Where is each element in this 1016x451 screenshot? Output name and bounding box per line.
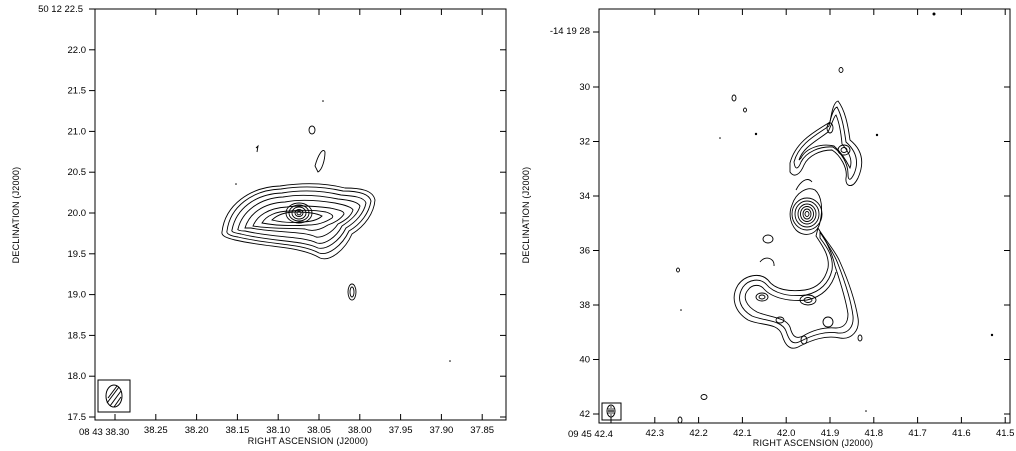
y-tick-label: 18.0 [68, 371, 87, 382]
x-tick-label: 41.8 [865, 428, 884, 439]
x-tick-label: 38.25 [144, 425, 168, 436]
left-beam-indicator [97, 379, 131, 413]
y-tick-label: 21.5 [68, 86, 87, 97]
y-tick-label: 32 [579, 137, 590, 148]
left-x-axis-title: RIGHT ASCENSION (J2000) [248, 436, 368, 446]
y-tick-label: 17.5 [68, 412, 87, 423]
x-tick-label: 42.2 [689, 428, 708, 439]
panel-right-contour-map: RIGHT ASCENSION (J2000) DECLINATION (J20… [521, 8, 1015, 448]
left-contours [221, 100, 451, 362]
right-contours [676, 12, 994, 424]
y-tick-label: 21.0 [68, 126, 87, 137]
x-tick-label: 37.95 [389, 425, 413, 436]
right-x-axis-title: RIGHT ASCENSION (J2000) [753, 438, 873, 448]
left-y-first-tick-label: 50 12 22.5 [38, 4, 83, 15]
x-tick-label: 38.10 [266, 425, 290, 436]
y-tick-label: 22.0 [68, 45, 87, 56]
x-tick-label: 41.7 [908, 428, 927, 439]
y-tick-label: 34 [579, 191, 590, 202]
panel-left-contour-map: RIGHT ASCENSION (J2000) DECLINATION (J20… [11, 4, 507, 446]
y-tick-label: 19.5 [68, 249, 87, 260]
y-tick-label: 19.0 [68, 290, 87, 301]
left-x-first-tick-label: 08 43 38.30 [79, 427, 129, 438]
right-y-axis-title: DECLINATION (J2000) [521, 167, 531, 264]
y-tick-label: 20.5 [68, 167, 87, 178]
x-tick-label: 41.6 [952, 428, 971, 439]
x-tick-label: 41.5 [996, 428, 1015, 439]
x-tick-label: 37.85 [470, 425, 494, 436]
y-tick-label: 40 [579, 355, 590, 366]
y-tick-label: 38 [579, 300, 590, 311]
y-tick-label: 18.5 [68, 330, 87, 341]
y-tick-label: 36 [579, 246, 590, 257]
x-tick-label: 38.00 [348, 425, 372, 436]
x-tick-label: 42.1 [733, 428, 752, 439]
x-tick-label: 38.20 [185, 425, 209, 436]
right-x-first-tick-label: 09 45 42.4 [568, 429, 613, 440]
x-tick-label: 38.05 [307, 425, 331, 436]
x-tick-label: 42.0 [777, 428, 796, 439]
y-tick-label: 42 [579, 409, 590, 420]
right-y-first-tick-label: -14 19 28 [550, 26, 590, 37]
right-beam-indicator [601, 402, 622, 421]
x-tick-label: 41.9 [821, 428, 840, 439]
right-plot-frame [598, 8, 1011, 424]
x-tick-label: 38.15 [226, 425, 250, 436]
y-tick-label: 20.0 [68, 208, 87, 219]
y-tick-label: 30 [579, 82, 590, 93]
x-tick-label: 37.90 [430, 425, 454, 436]
left-y-axis-title: DECLINATION (J2000) [11, 167, 21, 264]
left-plot-frame [94, 8, 507, 421]
x-tick-label: 42.3 [646, 428, 665, 439]
